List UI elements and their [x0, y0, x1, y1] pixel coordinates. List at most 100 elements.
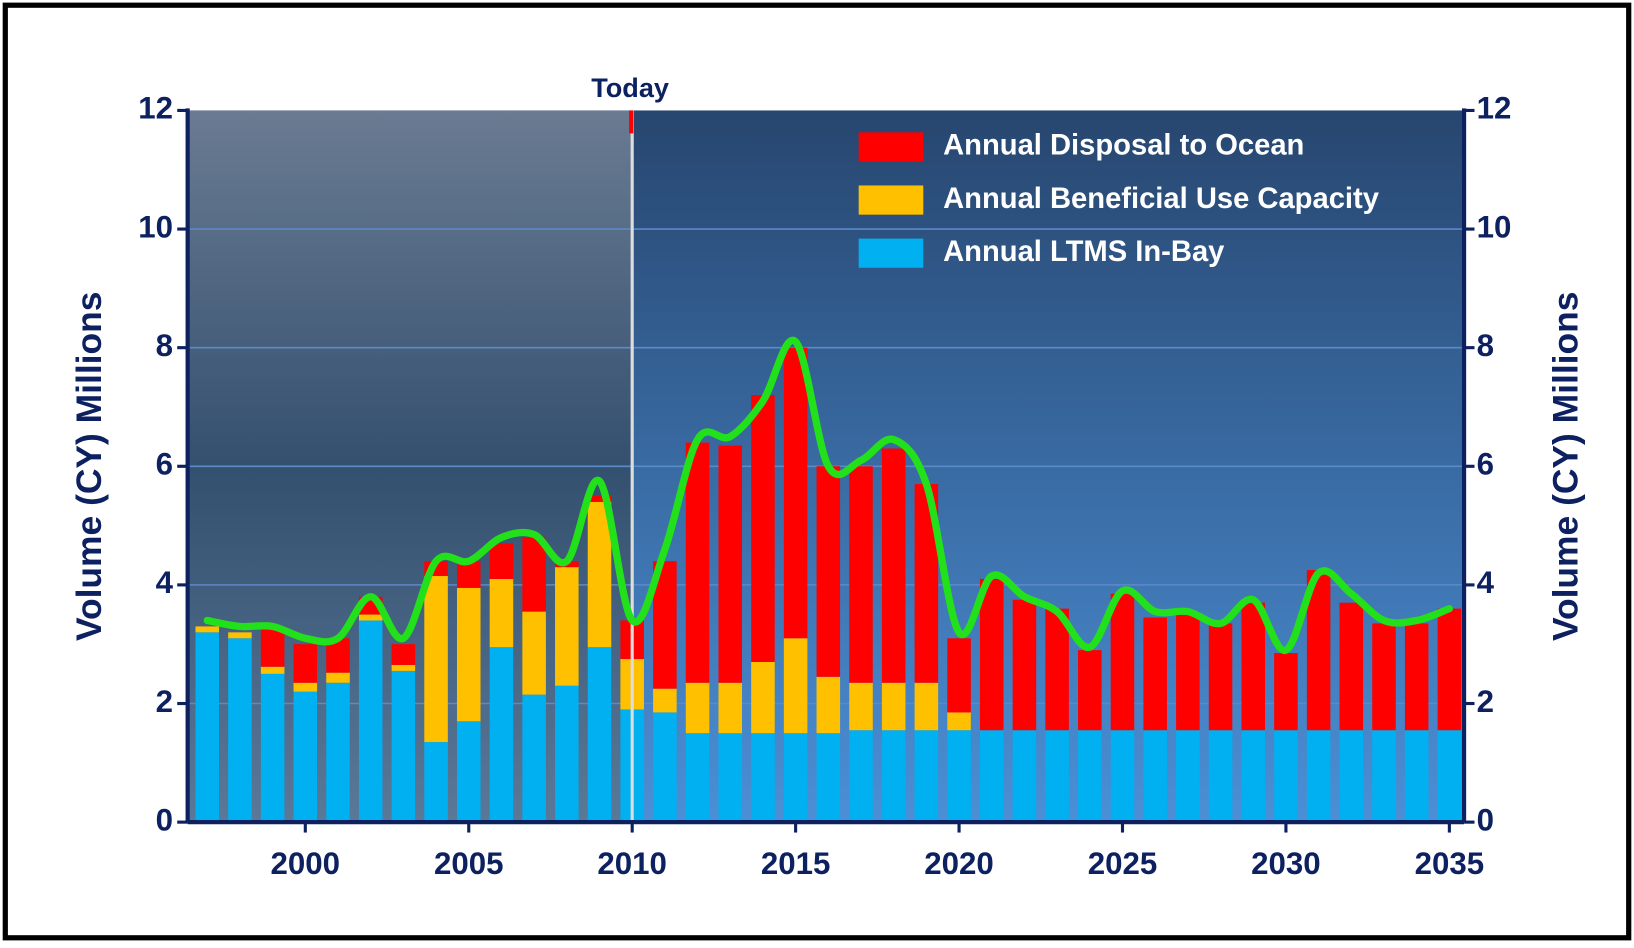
bar-segment — [1372, 730, 1396, 823]
bar-segment — [358, 620, 383, 823]
bar-segment — [358, 614, 383, 621]
bar-segment — [881, 682, 906, 731]
bar-segment — [456, 587, 481, 722]
bar-segment — [1404, 623, 1429, 731]
bar-segment — [587, 495, 612, 502]
legend-swatch — [858, 185, 924, 215]
bar-segment — [1241, 730, 1266, 823]
bar-segment — [391, 670, 416, 823]
bar-segment — [1274, 730, 1298, 823]
legend-swatch — [858, 238, 924, 268]
bar-segment — [489, 647, 514, 823]
bar-segment — [228, 638, 252, 823]
bar-segment — [195, 632, 220, 823]
legend-label: Annual LTMS In-Bay — [943, 236, 1225, 268]
bar-segment — [783, 733, 808, 823]
legend-label: Annual Beneficial Use Capacity — [943, 183, 1380, 215]
legend-label: Annual Disposal to Ocean — [943, 130, 1304, 162]
bar-segment — [1045, 608, 1069, 731]
y2-axis-title: Volume (CY) Millions — [1546, 292, 1586, 641]
bar-segment — [881, 730, 906, 823]
bar-segment — [293, 644, 318, 683]
x-tick-label: 2035 — [1415, 846, 1485, 881]
bar-segment — [326, 638, 350, 673]
bar-segment — [653, 712, 677, 823]
x-tick-label: 2015 — [761, 846, 831, 881]
bar-segment — [947, 638, 971, 713]
bar-segment — [751, 395, 775, 663]
bar-segment — [1404, 730, 1429, 823]
bar-segment — [1078, 730, 1102, 823]
x-tick-label: 2000 — [271, 846, 341, 881]
bar-segment — [522, 537, 546, 612]
bar-segment — [1143, 730, 1167, 823]
bar-segment — [1143, 617, 1167, 731]
y2-tick-label: 6 — [1477, 447, 1494, 482]
bar-segment — [260, 666, 285, 674]
y2-tick-label: 4 — [1477, 565, 1495, 600]
bar-segment — [1437, 730, 1462, 823]
bar-segment — [783, 638, 808, 734]
legend-swatch — [858, 132, 924, 162]
trend-line — [203, 336, 1454, 654]
bar-segment — [914, 730, 939, 823]
bar-segment — [293, 691, 318, 823]
y-axis-title: Volume (CY) Millions — [69, 292, 109, 641]
today-label: Today — [591, 72, 669, 103]
bar-segment — [1110, 593, 1135, 731]
bar-segment — [653, 688, 677, 713]
bar-segment — [1208, 730, 1233, 823]
bar-segment — [947, 712, 971, 731]
bar-segment — [783, 347, 808, 639]
bar-segment — [587, 501, 612, 648]
bar-segment — [391, 664, 416, 671]
y-tick-label: 8 — [156, 328, 173, 363]
bar-segment — [1012, 730, 1037, 823]
bar-segment — [1339, 730, 1364, 823]
bar-segment — [1274, 653, 1298, 731]
y2-tick-label: 0 — [1477, 802, 1494, 837]
bar-segment — [1208, 623, 1233, 731]
bar-segment — [914, 484, 939, 683]
bar-segment — [326, 682, 350, 823]
y-tick-label: 6 — [156, 447, 173, 482]
bar-segment — [456, 561, 481, 588]
x-tick-label: 2010 — [597, 846, 667, 881]
bar-segment — [522, 694, 546, 823]
bar-segment — [555, 685, 579, 823]
bar-segment — [947, 730, 971, 823]
bar-segment — [293, 682, 318, 692]
bar-segment — [326, 672, 350, 683]
bar-segment — [914, 682, 939, 731]
bar-segment — [685, 733, 710, 823]
bar-segment — [1306, 570, 1331, 731]
bar-segment — [849, 730, 873, 823]
bar-segment — [816, 466, 841, 677]
bar-segment — [260, 673, 285, 823]
bar-segment — [881, 448, 906, 683]
bar-segment — [751, 662, 775, 734]
bar-segment — [195, 626, 220, 633]
x-tick-label: 2025 — [1088, 846, 1158, 881]
bar-segment — [718, 733, 743, 823]
y-tick-label: 0 — [156, 802, 173, 837]
bar-segment — [1012, 599, 1037, 731]
x-tick-label: 2005 — [434, 846, 504, 881]
y-tick-label: 4 — [156, 565, 174, 600]
bar-segment — [228, 632, 252, 639]
bar-segment — [685, 442, 710, 683]
bar-segment — [489, 578, 514, 648]
bar-segment — [391, 644, 416, 665]
bar-segment — [424, 576, 448, 743]
bar-segment — [555, 567, 579, 686]
bar-segment — [979, 578, 1004, 731]
bar-segment — [1176, 611, 1200, 731]
bar-segment — [1437, 608, 1462, 731]
bar-segment — [1339, 602, 1364, 731]
y2-tick-label: 10 — [1477, 209, 1512, 244]
x-tick-label: 2030 — [1251, 846, 1321, 881]
bar-segment — [489, 543, 514, 579]
bar-segment — [1372, 623, 1396, 731]
